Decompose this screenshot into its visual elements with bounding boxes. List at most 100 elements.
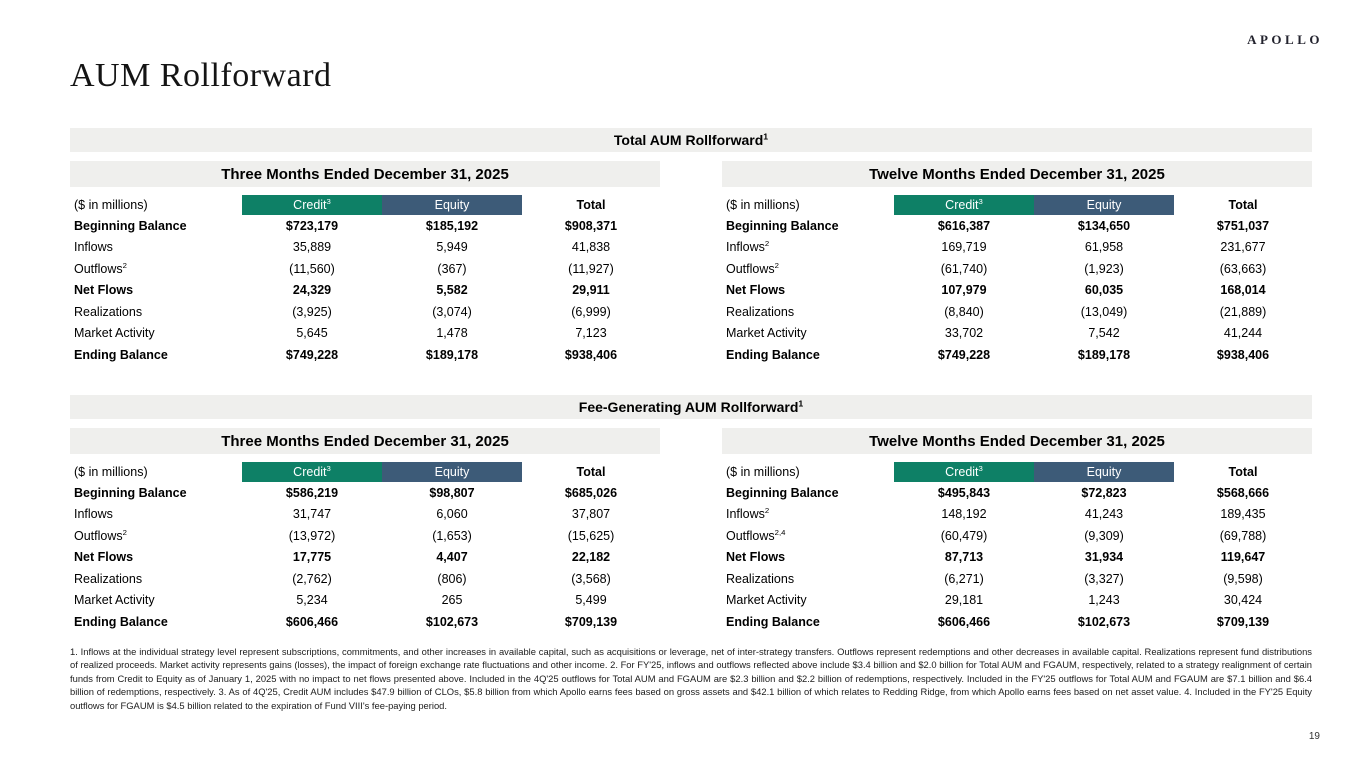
row-label: Ending Balance	[74, 347, 168, 362]
period-label: Three Months Ended December 31, 2025	[221, 165, 509, 183]
table-row: Net Flows 87,713 31,934 119,647	[722, 547, 1312, 569]
cell-value: (2,762)	[292, 571, 332, 586]
table-grid: ($ in millions) Credit3 Equity Total Beginni…	[70, 462, 660, 633]
column-header-equity: Equity	[1034, 195, 1174, 215]
period-header-bar: Twelve Months Ended December 31, 2025	[722, 161, 1312, 187]
column-header-equity: Equity	[1034, 462, 1174, 482]
cell-value: 1,243	[1088, 593, 1120, 608]
cell-value: 1,478	[436, 326, 468, 341]
cell-value: 29,181	[944, 593, 984, 608]
cell-value: (15,625)	[567, 528, 615, 543]
period-header-bar: Twelve Months Ended December 31, 2025	[722, 428, 1312, 454]
table-row: Market Activity 29,181 1,243 30,424	[722, 590, 1312, 612]
table-header-row: ($ in millions) Credit3 Equity Total	[722, 462, 1312, 482]
cell-value: (9,309)	[1084, 528, 1124, 543]
page-number: 19	[1308, 731, 1320, 742]
cell-value: 41,243	[1084, 507, 1124, 522]
table-row: Outflows2 (61,740) (1,923) (63,663)	[722, 258, 1312, 280]
row-label: Inflows2	[726, 239, 770, 255]
table-header-row: ($ in millions) Credit3 Equity Total	[70, 462, 660, 482]
cell-value: 168,014	[1220, 283, 1266, 298]
column-header-credit: Credit3	[242, 195, 382, 215]
column-header-total: Total	[1228, 465, 1258, 479]
cell-value: 5,499	[575, 593, 607, 608]
cell-value: 60,035	[1084, 283, 1124, 298]
row-label: Outflows2	[74, 527, 127, 543]
row-label: Market Activity	[726, 593, 807, 608]
cell-value: 87,713	[944, 550, 984, 565]
cell-value: 33,702	[944, 326, 984, 341]
period-label: Twelve Months Ended December 31, 2025	[869, 165, 1165, 183]
cell-value: (3,925)	[292, 304, 332, 319]
table-header-row: ($ in millions) Credit3 Equity Total	[722, 195, 1312, 215]
section-total-aum: Total AUM Rollforward1 Three Months Ende…	[70, 128, 1312, 366]
cell-value: (6,271)	[944, 571, 984, 586]
apollo-logo: APOLLO	[1247, 32, 1323, 47]
table-row: Market Activity 5,645 1,478 7,123	[70, 323, 660, 345]
cell-value: (63,663)	[1219, 261, 1267, 276]
cell-value: $749,228	[285, 347, 339, 362]
cell-value: 17,775	[292, 550, 332, 565]
cell-value: (69,788)	[1219, 528, 1267, 543]
cell-value: $586,219	[285, 485, 339, 500]
row-label: Inflows2	[726, 506, 770, 522]
cell-value: 31,747	[292, 507, 332, 522]
cell-value: 5,582	[436, 283, 468, 298]
table-row: Beginning Balance $586,219 $98,807 $685,026	[70, 482, 660, 504]
cell-value: $102,673	[1077, 614, 1131, 629]
cell-value: $749,228	[937, 347, 991, 362]
footnotes: 1. Inflows at the individual strategy le…	[70, 646, 1312, 711]
table-row: Inflows 31,747 6,060 37,807	[70, 504, 660, 526]
table-row: Net Flows 24,329 5,582 29,911	[70, 280, 660, 302]
period-label: Twelve Months Ended December 31, 2025	[869, 432, 1165, 450]
table-row: Outflows2 (13,972) (1,653) (15,625)	[70, 525, 660, 547]
cell-value: $908,371	[564, 218, 618, 233]
row-label: Beginning Balance	[726, 218, 839, 233]
cell-value: (1,653)	[432, 528, 472, 543]
column-header-credit: Credit3	[894, 462, 1034, 482]
section-title-bar: Total AUM Rollforward1	[70, 128, 1312, 152]
cell-value: 265	[441, 593, 463, 608]
cell-value: 169,719	[941, 240, 987, 255]
cell-value: (60,479)	[940, 528, 988, 543]
cell-value: (367)	[437, 261, 467, 276]
row-label: Market Activity	[74, 593, 155, 608]
cell-value: (806)	[437, 571, 467, 586]
unit-label: ($ in millions)	[726, 465, 800, 479]
cell-value: $685,026	[564, 485, 618, 500]
table-row: Realizations (6,271) (3,327) (9,598)	[722, 568, 1312, 590]
unit-label: ($ in millions)	[74, 198, 148, 212]
cell-value: (3,568)	[571, 571, 611, 586]
table-row: Net Flows 107,979 60,035 168,014	[722, 280, 1312, 302]
cell-value: $723,179	[285, 218, 339, 233]
column-header-total: Total	[1228, 198, 1258, 212]
table-row: Realizations (2,762) (806) (3,568)	[70, 568, 660, 590]
row-label: Realizations	[74, 571, 143, 586]
cell-value: $189,178	[1077, 347, 1131, 362]
row-label: Outflows2,4	[726, 527, 786, 543]
section-title: Total AUM Rollforward1	[613, 131, 769, 148]
table-row: Outflows2,4 (60,479) (9,309) (69,788)	[722, 525, 1312, 547]
period-header-bar: Three Months Ended December 31, 2025	[70, 428, 660, 454]
column-header-equity: Equity	[382, 462, 522, 482]
period-header-bar: Three Months Ended December 31, 2025	[70, 161, 660, 187]
cell-value: (8,840)	[944, 304, 984, 319]
tables-row: Three Months Ended December 31, 2025 ($ …	[70, 428, 1312, 633]
cell-value: $709,139	[1216, 614, 1270, 629]
table-row: Beginning Balance $616,387 $134,650 $751,03…	[722, 215, 1312, 237]
table-three-months: Three Months Ended December 31, 2025 ($ …	[70, 428, 660, 633]
cell-value: $606,466	[285, 614, 339, 629]
cell-value: 4,407	[436, 550, 468, 565]
cell-value: (6,999)	[571, 304, 611, 319]
cell-value: 231,677	[1220, 240, 1266, 255]
cell-value: (11,927)	[568, 261, 614, 276]
table-row: Market Activity 33,702 7,542 41,244	[722, 323, 1312, 345]
row-label: Net Flows	[726, 283, 786, 298]
cell-value: $134,650	[1077, 218, 1131, 233]
unit-label: ($ in millions)	[74, 465, 148, 479]
unit-label: ($ in millions)	[726, 198, 800, 212]
cell-value: 7,542	[1088, 326, 1120, 341]
cell-value: 31,934	[1084, 550, 1124, 565]
cell-value: $72,823	[1081, 485, 1127, 500]
